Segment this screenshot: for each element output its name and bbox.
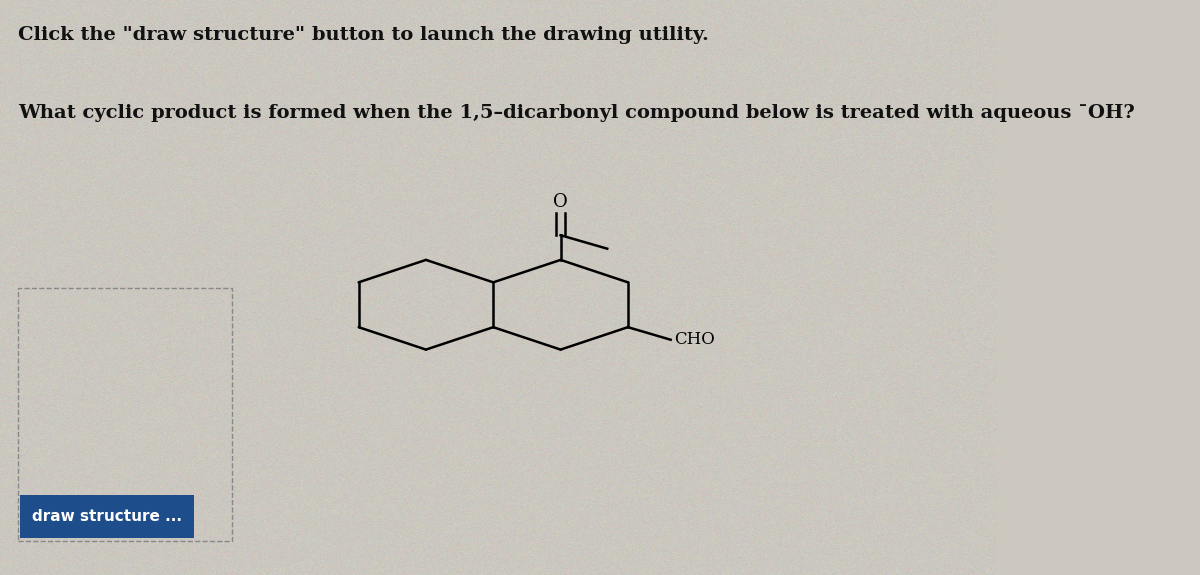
Text: CHO: CHO xyxy=(673,331,714,348)
Text: O: O xyxy=(553,193,568,210)
Text: draw structure ...: draw structure ... xyxy=(32,508,182,524)
Text: Click the "draw structure" button to launch the drawing utility.: Click the "draw structure" button to lau… xyxy=(18,26,709,44)
Bar xyxy=(18,288,232,540)
Text: What cyclic product is formed when the 1,5–dicarbonyl compound below is treated : What cyclic product is formed when the 1… xyxy=(18,104,1135,121)
FancyBboxPatch shape xyxy=(20,494,194,538)
